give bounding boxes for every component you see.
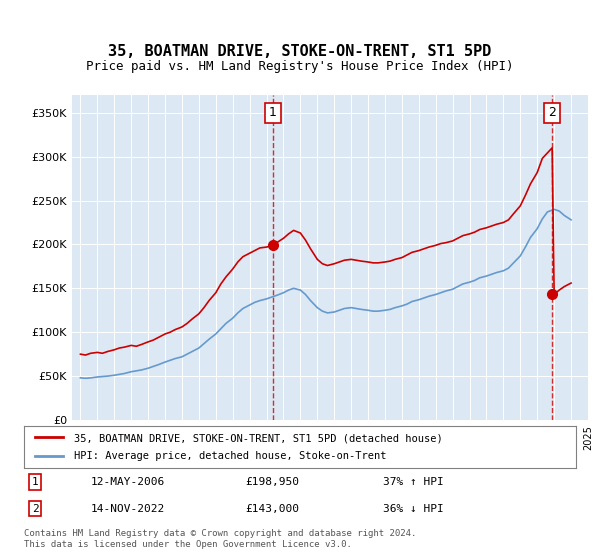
Text: 12-MAY-2006: 12-MAY-2006 (90, 477, 164, 487)
Text: 37% ↑ HPI: 37% ↑ HPI (383, 477, 443, 487)
Text: 14-NOV-2022: 14-NOV-2022 (90, 503, 164, 514)
Text: Contains HM Land Registry data © Crown copyright and database right 2024.
This d: Contains HM Land Registry data © Crown c… (24, 529, 416, 549)
Text: 35, BOATMAN DRIVE, STOKE-ON-TRENT, ST1 5PD: 35, BOATMAN DRIVE, STOKE-ON-TRENT, ST1 5… (109, 44, 491, 59)
Text: £198,950: £198,950 (245, 477, 299, 487)
Text: HPI: Average price, detached house, Stoke-on-Trent: HPI: Average price, detached house, Stok… (74, 451, 386, 461)
Text: 2: 2 (548, 106, 556, 119)
Text: 1: 1 (32, 477, 38, 487)
Text: 1: 1 (269, 106, 277, 119)
Text: 36% ↓ HPI: 36% ↓ HPI (383, 503, 443, 514)
Text: £143,000: £143,000 (245, 503, 299, 514)
Text: 2: 2 (32, 503, 38, 514)
Text: 35, BOATMAN DRIVE, STOKE-ON-TRENT, ST1 5PD (detached house): 35, BOATMAN DRIVE, STOKE-ON-TRENT, ST1 5… (74, 433, 442, 443)
Text: Price paid vs. HM Land Registry's House Price Index (HPI): Price paid vs. HM Land Registry's House … (86, 60, 514, 73)
